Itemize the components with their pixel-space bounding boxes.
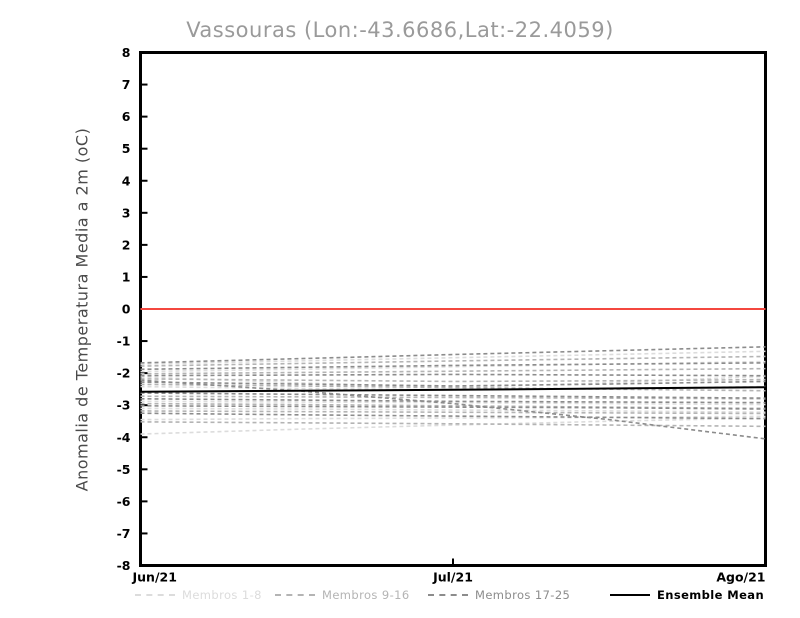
series-line — [140, 410, 766, 415]
series-line — [140, 395, 766, 400]
series-line — [140, 350, 766, 365]
y-tick-label: -1 — [117, 334, 131, 349]
legend-swatch — [428, 594, 468, 596]
series-line — [140, 400, 766, 406]
legend-item: Membros 17-25 — [428, 585, 570, 605]
series-line — [140, 378, 766, 383]
legend-label: Membros 1-8 — [182, 588, 262, 602]
chart-title: Vassouras (Lon:-43.6686,Lat:-22.4059) — [186, 18, 614, 42]
y-tick-label: -4 — [117, 430, 131, 445]
series-line — [140, 346, 766, 364]
y-tick-label: 4 — [122, 173, 131, 188]
series-line — [140, 412, 766, 420]
series-line — [140, 392, 766, 399]
series-line — [140, 407, 766, 414]
y-tick-label: 1 — [122, 269, 131, 284]
legend-label: Ensemble Mean — [657, 588, 765, 602]
y-tick-label: -2 — [117, 366, 131, 381]
series-line — [140, 362, 766, 371]
x-tick-label: Jul/21 — [432, 570, 473, 585]
y-tick-label: -3 — [117, 398, 131, 413]
series-line — [140, 355, 766, 367]
y-tick-label: 8 — [122, 45, 131, 60]
series-line — [140, 373, 766, 377]
series-line — [140, 360, 766, 373]
y-tick-label: 0 — [122, 302, 131, 317]
x-tick-label: Ago/21 — [716, 570, 765, 585]
series-line — [140, 415, 766, 421]
y-tick-label: 2 — [122, 237, 131, 252]
series-line — [140, 405, 766, 410]
legend-label: Membros 17-25 — [475, 588, 571, 602]
series-line — [140, 421, 766, 428]
legend-item: Membros 1-8 — [135, 585, 262, 605]
y-tick-label: 6 — [122, 109, 131, 124]
series-line — [140, 380, 766, 387]
legend-swatch — [135, 594, 175, 596]
legend-item: Membros 9-16 — [275, 585, 410, 605]
y-tick-label: -5 — [117, 462, 131, 477]
y-tick-label: 5 — [122, 141, 131, 156]
legend-swatch — [275, 594, 315, 596]
y-tick-label: -6 — [117, 494, 131, 509]
series-line — [140, 397, 766, 404]
y-tick-label: 7 — [122, 77, 131, 92]
chart-legend: Membros 1-8 Membros 9-16 Membros 17-25 Ense… — [0, 585, 800, 607]
series-line — [140, 386, 766, 393]
y-tick-label: 3 — [122, 205, 131, 220]
series-line — [140, 383, 766, 392]
legend-label: Membros 9-16 — [322, 588, 410, 602]
legend-item: Ensemble Mean — [610, 585, 764, 605]
legend-swatch — [610, 594, 650, 596]
series-line — [140, 367, 766, 375]
x-tick-label: Jun/21 — [132, 570, 177, 585]
series-line — [140, 417, 766, 435]
y-tick-label: -8 — [117, 558, 131, 573]
y-tick-label: -7 — [117, 526, 131, 541]
